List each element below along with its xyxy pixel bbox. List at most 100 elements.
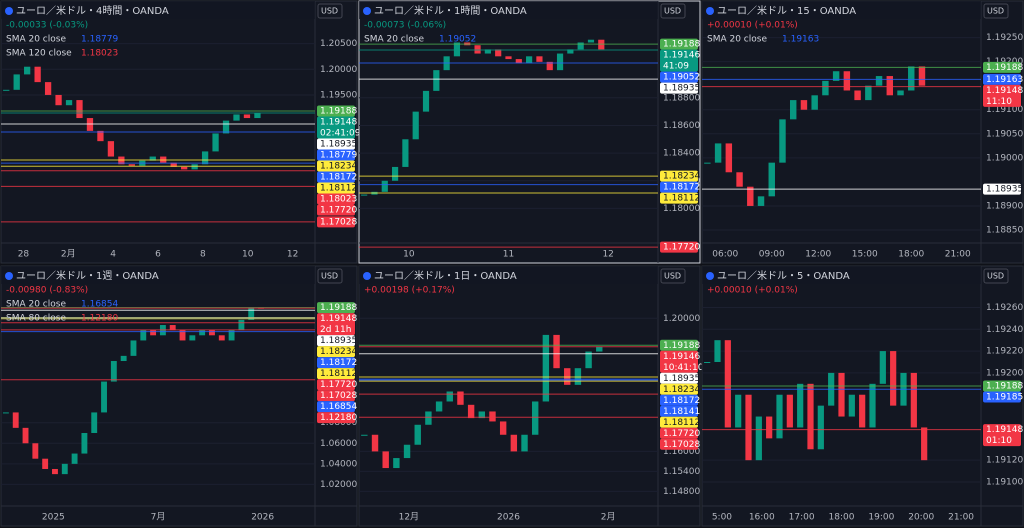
x-tick-label: 12月 bbox=[399, 512, 419, 523]
price-tag bbox=[660, 71, 698, 83]
candle bbox=[391, 166, 399, 181]
candle bbox=[393, 458, 400, 469]
price-tag bbox=[660, 49, 698, 72]
symbol-icon bbox=[363, 7, 371, 15]
y-tick-label: 1.02000 bbox=[320, 480, 357, 490]
price-change: +0.00010 (+0.01%) bbox=[707, 21, 798, 31]
candle bbox=[361, 434, 368, 436]
price-tag-label: 1.18234 bbox=[663, 172, 700, 182]
candle bbox=[412, 111, 419, 140]
candle bbox=[574, 368, 582, 385]
candle bbox=[446, 391, 453, 402]
price-tag-label: 1.18112 bbox=[663, 418, 700, 428]
price-tag bbox=[660, 82, 698, 94]
candle bbox=[86, 118, 94, 131]
candle bbox=[199, 330, 206, 336]
currency-button[interactable] bbox=[983, 3, 1009, 19]
price-tag-label: 1.19148 bbox=[986, 425, 1023, 435]
candle bbox=[120, 355, 127, 362]
candle bbox=[567, 49, 574, 54]
y-tick-label: 1.20500 bbox=[320, 39, 357, 49]
price-change: +0.00010 (+0.01%) bbox=[707, 286, 798, 296]
candle bbox=[848, 394, 855, 417]
price-tag-label: 1.18172 bbox=[663, 396, 700, 406]
candle bbox=[76, 100, 83, 119]
candle bbox=[140, 330, 147, 341]
candle bbox=[757, 196, 765, 206]
y-tick-label: 1.04000 bbox=[320, 459, 357, 469]
price-tag-label: 1.17720 bbox=[320, 205, 357, 215]
price-tag-label: 1.17028 bbox=[320, 391, 357, 401]
price-tag bbox=[317, 302, 355, 314]
y-tick-label: 1.14800 bbox=[663, 487, 700, 497]
price-tag-label: 1.18935 bbox=[320, 336, 357, 346]
y-tick-label: 1.19120 bbox=[986, 456, 1023, 466]
price-tag-label: 1.18234 bbox=[320, 161, 357, 171]
price-tag-label: 1.18172 bbox=[663, 183, 700, 193]
price-tag bbox=[660, 438, 698, 450]
price-tag-label: 1.18172 bbox=[320, 358, 357, 368]
candle bbox=[768, 162, 775, 197]
price-tag bbox=[317, 379, 355, 391]
price-tag-label: 1.18112 bbox=[320, 183, 357, 193]
candle bbox=[254, 112, 261, 119]
x-tick-label: 12 bbox=[287, 250, 298, 260]
header-bg bbox=[1, 266, 315, 284]
price-tag bbox=[660, 394, 698, 406]
indicator-name: SMA 120 close bbox=[6, 49, 72, 59]
candle bbox=[402, 139, 409, 167]
x-tick-label: 8 bbox=[200, 250, 206, 260]
candle bbox=[921, 427, 928, 461]
x-tick-label: 15:00 bbox=[852, 250, 878, 260]
price-tag-label: 1.19148 bbox=[320, 314, 357, 324]
currency-button[interactable] bbox=[660, 3, 686, 19]
price-tag bbox=[317, 204, 355, 216]
candle bbox=[2, 412, 9, 414]
currency-label: USD bbox=[664, 7, 681, 16]
candle bbox=[222, 120, 230, 134]
price-tag bbox=[317, 160, 355, 172]
currency-button[interactable] bbox=[317, 3, 343, 19]
candle bbox=[704, 162, 711, 164]
indicator-value: 1.12180 bbox=[81, 314, 118, 324]
x-tick-label: 21:00 bbox=[945, 250, 971, 260]
price-tag-label: 1.18779 bbox=[320, 150, 357, 160]
candle bbox=[596, 346, 603, 352]
price-tag-countdown: 41:09 bbox=[663, 62, 689, 72]
symbol-icon bbox=[363, 272, 371, 280]
chart-panel[interactable] bbox=[0, 265, 358, 527]
candle bbox=[869, 383, 876, 428]
price-tag bbox=[983, 380, 1021, 392]
chart-panel[interactable] bbox=[358, 265, 701, 527]
price-tag-label: 1.18935 bbox=[320, 139, 357, 149]
candle bbox=[553, 334, 560, 369]
currency-button[interactable] bbox=[317, 268, 343, 284]
indicator-name: SMA 80 close bbox=[6, 314, 66, 324]
chart-panel[interactable] bbox=[701, 0, 1024, 264]
price-tag bbox=[660, 241, 698, 253]
candle bbox=[843, 71, 851, 91]
candle bbox=[714, 340, 721, 362]
x-tick-label: 12:00 bbox=[805, 250, 831, 260]
candle bbox=[521, 434, 528, 452]
candle bbox=[484, 49, 491, 54]
candle bbox=[736, 172, 743, 187]
currency-button[interactable] bbox=[660, 268, 686, 284]
y-tick-label: 1.08000 bbox=[320, 418, 357, 428]
indicator-value: 1.18023 bbox=[81, 49, 118, 59]
y-tick-label: 1.20000 bbox=[663, 314, 700, 324]
price-tag bbox=[983, 424, 1021, 447]
candle bbox=[510, 434, 518, 452]
price-tag-countdown: 11:10 bbox=[986, 97, 1012, 107]
price-tag bbox=[660, 427, 698, 439]
candle bbox=[181, 166, 188, 170]
price-tag bbox=[317, 182, 355, 194]
symbol-icon bbox=[706, 7, 714, 15]
candle bbox=[34, 66, 41, 83]
candle bbox=[243, 114, 251, 119]
x-tick-label: 28 bbox=[18, 250, 30, 260]
currency-button[interactable] bbox=[983, 268, 1009, 284]
candle bbox=[495, 49, 502, 57]
x-tick-label: 19:00 bbox=[868, 513, 894, 523]
currency-label: USD bbox=[987, 272, 1004, 281]
